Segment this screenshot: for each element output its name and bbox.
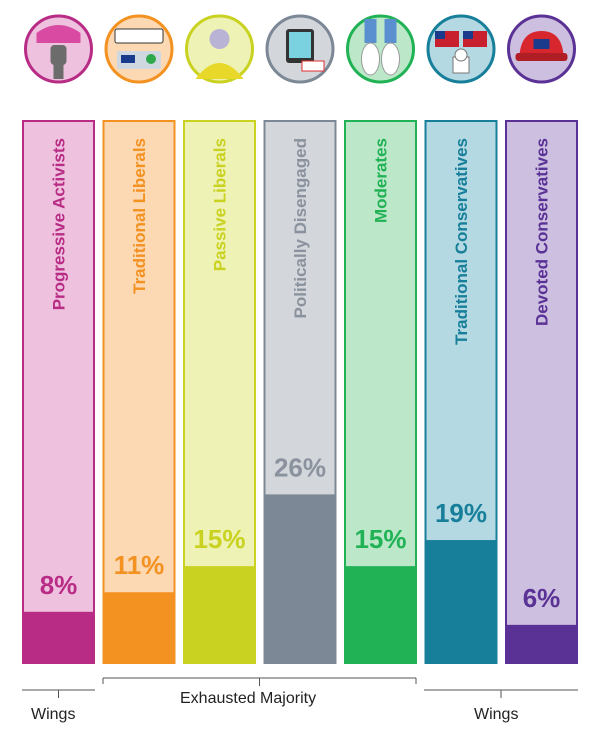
exhausted-majority-label: Exhausted Majority <box>180 690 317 707</box>
column-outline <box>424 120 498 664</box>
value-label: 26% <box>274 452 326 482</box>
value-label: 8% <box>40 570 78 600</box>
raised-fist-icon <box>24 14 93 84</box>
category-label: Politically Disengaged <box>291 138 310 318</box>
value-bar <box>102 592 176 664</box>
value-label: 15% <box>193 524 245 554</box>
wings-right-label: Wings <box>474 706 519 723</box>
value-bar <box>263 494 337 664</box>
column-outline <box>102 120 176 664</box>
red-cap-flag-icon <box>507 14 576 84</box>
column-outline <box>344 120 417 664</box>
column-outline <box>263 120 337 664</box>
wings-left-label: Wings <box>31 706 76 723</box>
value-bar <box>22 611 95 664</box>
value-bar <box>505 624 578 664</box>
value-bar <box>344 566 417 664</box>
license-plate-icon <box>104 14 174 84</box>
phone-app-icon <box>265 14 335 84</box>
value-label: 11% <box>114 550 165 580</box>
category-label: Moderates <box>372 138 391 223</box>
category-label: Devoted Conservatives <box>533 138 552 326</box>
column-background <box>505 120 578 664</box>
value-bar <box>183 566 256 664</box>
person-yellow-shirt-icon <box>185 14 254 84</box>
column-background <box>22 120 95 664</box>
column-outline <box>22 120 95 664</box>
sneakers-icon <box>346 14 415 84</box>
column-outline <box>505 120 578 664</box>
value-label: 6% <box>523 583 561 613</box>
column-background <box>102 120 176 664</box>
category-label: Traditional Liberals <box>130 138 149 294</box>
column-outline <box>183 120 256 664</box>
value-label: 19% <box>435 498 487 528</box>
american-flag-capitol-icon <box>426 14 496 84</box>
category-label: Passive Liberals <box>211 138 230 271</box>
value-bar <box>424 540 498 664</box>
category-label: Progressive Activists <box>50 138 69 310</box>
value-label: 15% <box>354 524 406 554</box>
category-label: Traditional Conservatives <box>452 138 471 345</box>
